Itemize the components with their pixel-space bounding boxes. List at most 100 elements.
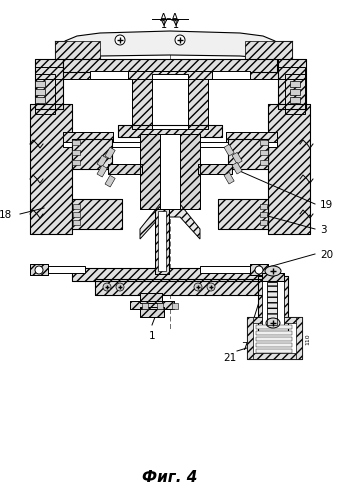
Bar <box>290 89 300 95</box>
Bar <box>63 142 277 147</box>
Bar <box>72 139 112 169</box>
Bar <box>140 134 160 209</box>
Bar <box>262 273 284 281</box>
Bar <box>130 301 174 309</box>
Bar <box>158 211 166 271</box>
Bar <box>95 279 270 295</box>
Bar <box>285 74 305 114</box>
Ellipse shape <box>115 35 125 45</box>
Bar <box>155 209 169 274</box>
Bar <box>63 59 277 72</box>
Bar <box>157 303 163 309</box>
Ellipse shape <box>266 318 280 328</box>
Bar <box>180 134 200 209</box>
Bar <box>268 104 310 234</box>
Bar <box>258 276 288 331</box>
Bar <box>296 317 302 359</box>
Ellipse shape <box>265 266 281 276</box>
Bar <box>256 349 292 353</box>
Bar <box>250 264 268 275</box>
Bar <box>230 67 305 79</box>
Ellipse shape <box>194 283 202 291</box>
Bar <box>97 155 107 167</box>
Bar <box>188 74 208 129</box>
Bar <box>132 74 152 129</box>
Bar <box>72 139 112 169</box>
Text: 1: 1 <box>161 20 167 30</box>
Bar <box>224 144 234 156</box>
Bar <box>132 74 152 129</box>
Bar <box>30 264 48 275</box>
Ellipse shape <box>255 266 263 274</box>
Bar <box>256 331 292 335</box>
Bar <box>63 59 277 72</box>
Bar <box>118 125 222 137</box>
Bar <box>260 150 268 155</box>
Bar <box>218 199 268 229</box>
Bar <box>260 212 267 217</box>
Text: 7: 7 <box>241 342 247 352</box>
Bar <box>105 175 115 187</box>
Bar <box>142 303 148 309</box>
Text: Фиг. 4: Фиг. 4 <box>142 470 198 485</box>
Bar <box>224 172 234 184</box>
Text: 18: 18 <box>0 210 12 220</box>
Bar <box>260 204 267 209</box>
Bar <box>128 71 212 79</box>
Bar <box>30 104 72 234</box>
Bar <box>247 353 302 359</box>
Bar <box>130 301 174 309</box>
Bar <box>90 71 250 79</box>
Bar <box>278 59 306 109</box>
Bar <box>108 164 142 174</box>
Bar <box>228 139 268 169</box>
Bar <box>35 67 110 79</box>
Bar <box>35 67 110 79</box>
Bar <box>232 162 242 174</box>
Bar <box>260 140 268 145</box>
Bar <box>230 67 305 79</box>
Bar <box>73 220 80 225</box>
Bar <box>188 74 208 129</box>
Bar <box>128 71 212 79</box>
Ellipse shape <box>207 283 215 291</box>
Bar <box>73 212 80 217</box>
Bar <box>226 132 277 144</box>
Bar <box>226 132 277 144</box>
Bar <box>278 59 306 109</box>
Bar <box>247 317 302 359</box>
Bar <box>256 337 292 341</box>
Bar <box>30 104 72 234</box>
Bar <box>140 134 160 209</box>
Text: 1: 1 <box>149 331 155 341</box>
Bar <box>260 160 268 165</box>
Bar <box>200 266 255 273</box>
Bar <box>160 134 180 209</box>
Text: 21: 21 <box>223 353 237 363</box>
Bar <box>180 134 200 209</box>
Bar <box>108 164 142 174</box>
Ellipse shape <box>116 283 124 291</box>
Text: 1: 1 <box>173 20 179 30</box>
Bar <box>256 343 292 347</box>
Bar <box>247 317 253 359</box>
Ellipse shape <box>175 35 185 45</box>
Ellipse shape <box>35 266 43 274</box>
Bar <box>30 266 85 273</box>
Bar <box>262 273 284 281</box>
Polygon shape <box>65 31 275 59</box>
Bar <box>63 132 113 144</box>
Bar <box>72 140 80 145</box>
Bar <box>198 164 232 174</box>
Bar <box>73 204 80 209</box>
Bar <box>268 104 310 234</box>
Bar <box>72 160 80 165</box>
Bar <box>290 81 300 87</box>
Bar <box>72 199 122 229</box>
Bar <box>285 74 305 114</box>
Bar <box>105 147 115 159</box>
Bar <box>30 264 48 275</box>
Bar <box>63 132 113 144</box>
Bar <box>250 264 268 275</box>
Bar <box>172 303 178 309</box>
